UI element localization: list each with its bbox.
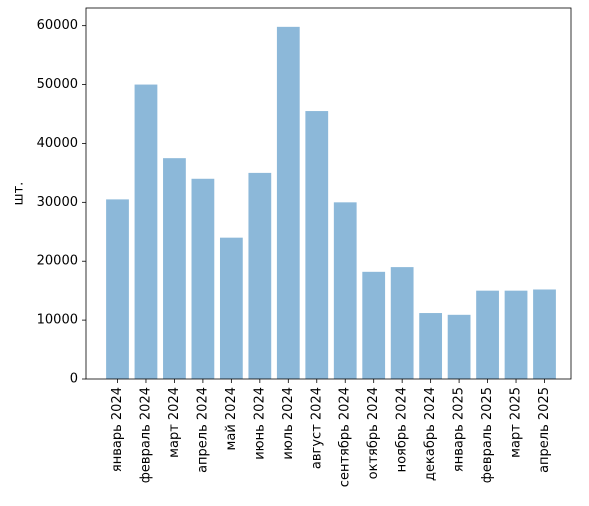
bar	[305, 111, 329, 380]
x-tick-label: ноябрь 2024	[395, 387, 410, 472]
y-tick-label: 60000	[37, 18, 78, 33]
y-tick-label: 0	[70, 372, 78, 387]
x-tick-label: май 2024	[224, 387, 239, 450]
bar	[163, 158, 186, 379]
x-tick-label: октябрь 2024	[366, 387, 381, 479]
x-tick-label: февраль 2024	[138, 387, 153, 483]
y-tick-label: 20000	[37, 254, 78, 269]
bars-group	[106, 26, 556, 380]
bar	[248, 172, 272, 379]
y-tick-label: 30000	[37, 195, 78, 210]
x-tick-label: декабрь 2024	[423, 387, 438, 481]
bar	[504, 290, 528, 379]
y-tick-label: 40000	[37, 136, 78, 151]
y-tick-label: 50000	[37, 77, 78, 92]
x-tick-label: январь 2024	[110, 387, 125, 472]
bar	[106, 199, 129, 379]
bar	[390, 267, 414, 379]
y-axis-label: шт.	[12, 182, 27, 206]
bar	[533, 289, 556, 379]
x-tick-label: март 2025	[509, 387, 524, 458]
x-tick-label: июнь 2024	[252, 387, 267, 460]
x-tick-label: февраль 2025	[480, 387, 495, 483]
bar	[219, 237, 243, 379]
bar	[419, 313, 443, 379]
plot-frame	[85, 7, 572, 380]
x-tick-label: сентябрь 2024	[338, 387, 353, 487]
bar	[191, 178, 215, 379]
y-tick-label: 10000	[37, 313, 78, 328]
bar	[476, 290, 499, 379]
bar	[362, 271, 386, 379]
x-tick-label: август 2024	[309, 387, 324, 469]
x-tick-label: июль 2024	[281, 387, 296, 460]
bar	[447, 314, 471, 379]
x-tick-label: апрель 2025	[537, 387, 552, 473]
bar	[276, 26, 300, 379]
x-tick-label: январь 2025	[452, 387, 467, 472]
bar	[134, 84, 158, 380]
bar	[333, 202, 357, 379]
y-axis: 0 10000 20000 30000 40000 50000 60000	[37, 18, 86, 387]
x-tick-label: апрель 2024	[195, 387, 210, 473]
x-axis: январь 2024 февраль 2024 март 2024 апрель 2…	[110, 379, 552, 487]
x-tick-label: март 2024	[167, 387, 182, 458]
